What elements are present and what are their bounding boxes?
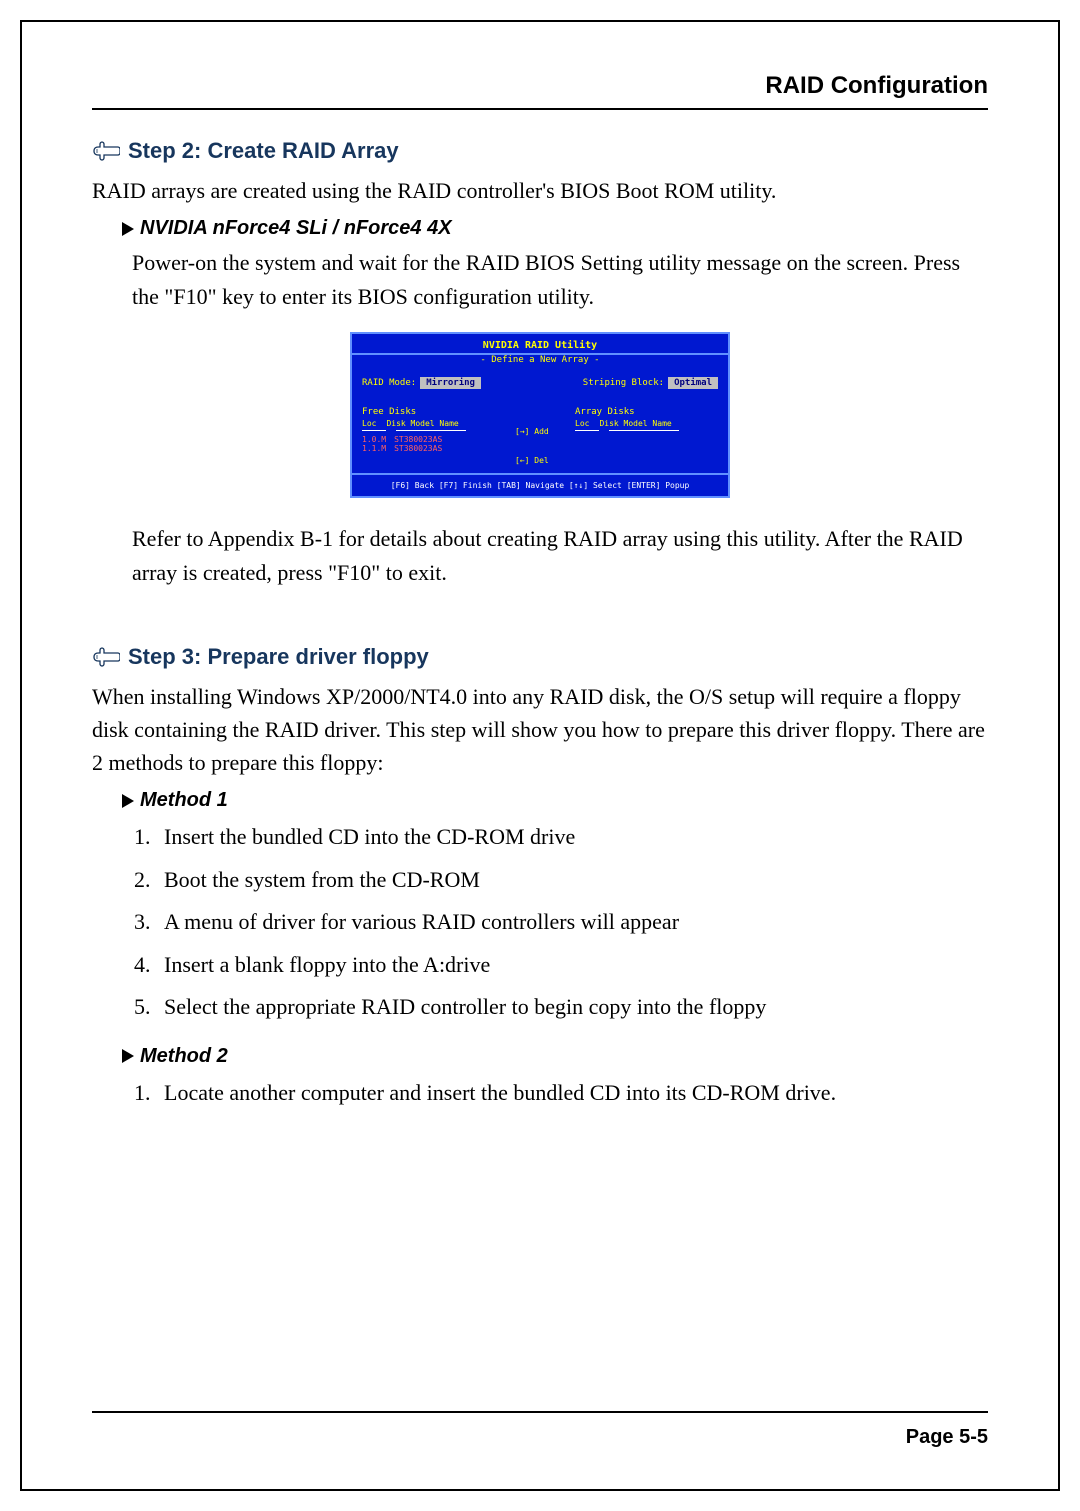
list-item: A menu of driver for various RAID contro… [156, 903, 988, 942]
bios-footer-keys: [F6] Back [F7] Finish [TAB] Navigate [↑↓… [352, 473, 728, 496]
step3-heading-text: Step 3: Prepare driver floppy [128, 644, 429, 670]
bios-disk-loc: 1.1.M [362, 444, 386, 453]
list-item: Boot the system from the CD-ROM [156, 861, 988, 900]
bios-panel: NVIDIA RAID Utility - Define a New Array… [350, 332, 730, 498]
page-title: RAID Configuration [92, 72, 988, 110]
bios-disk-row[interactable]: 1.1.M ST380023AS [362, 444, 505, 453]
bios-underline [575, 430, 599, 431]
bios-raid-mode-label: RAID Mode: [362, 378, 416, 388]
bios-striping-field: Striping Block: Optimal [583, 377, 718, 389]
step2-after-text: Refer to Appendix B-1 for details about … [132, 522, 988, 590]
step3-intro: When installing Windows XP/2000/NT4.0 in… [92, 680, 988, 779]
bios-top-row: RAID Mode: Mirroring Striping Block: Opt… [362, 377, 718, 389]
bios-center-buttons: [→] Add [←] Del [515, 407, 565, 465]
bios-free-disks-col: Free Disks Loc Disk Model Name 1.0.M ST3… [362, 407, 505, 453]
bios-striping-value[interactable]: Optimal [668, 377, 718, 389]
step2-sub-heading-text: NVIDIA nForce4 SLi / nForce4 4X [140, 217, 452, 240]
bios-raid-mode-value[interactable]: Mirroring [420, 377, 481, 389]
bios-underline [609, 430, 679, 431]
bios-array-disks-col: Array Disks Loc Disk Model Name [575, 407, 718, 435]
method2-list: Locate another computer and insert the b… [156, 1074, 988, 1113]
bios-title-bar: NVIDIA RAID Utility - Define a New Array… [352, 334, 728, 369]
bios-add-button[interactable]: [→] Add [515, 427, 565, 436]
bios-screenshot: NVIDIA RAID Utility - Define a New Array… [92, 332, 988, 498]
bios-subtitle: - Define a New Array - [352, 355, 728, 369]
page-number: Page 5-5 [906, 1426, 988, 1449]
footer-rule [92, 1411, 988, 1413]
method1-heading-text: Method 1 [140, 789, 228, 812]
bios-array-disks-header: Array Disks [575, 407, 718, 417]
bios-disk-model: ST380023AS [394, 435, 442, 444]
method1-list: Insert the bundled CD into the CD-ROM dr… [156, 818, 988, 1027]
step2-heading: Step 2: Create RAID Array [92, 138, 988, 164]
method2-heading-text: Method 2 [140, 1045, 228, 1068]
step2-sub-text: Power-on the system and wait for the RAI… [132, 246, 988, 314]
triangle-bullet-icon [122, 1049, 134, 1063]
bios-del-button[interactable]: [←] Del [515, 456, 565, 465]
bios-disk-model: ST380023AS [394, 444, 442, 453]
step3-heading: Step 3: Prepare driver floppy [92, 644, 988, 670]
step2-heading-text: Step 2: Create RAID Array [128, 138, 399, 164]
bios-underline [362, 430, 386, 431]
pointing-hand-icon [92, 141, 120, 161]
list-item: Insert a blank floppy into the A:drive [156, 946, 988, 985]
method1-heading: Method 1 [122, 789, 988, 812]
bios-body: RAID Mode: Mirroring Striping Block: Opt… [352, 369, 728, 473]
bios-array-disks-subheader: Loc Disk Model Name [575, 419, 718, 428]
bios-col-loc: Loc [575, 419, 589, 428]
triangle-bullet-icon [122, 222, 134, 236]
bios-disk-row[interactable]: 1.0.M ST380023AS [362, 435, 505, 444]
bios-striping-label: Striping Block: [583, 378, 664, 388]
bios-col-model: Disk Model Name [599, 419, 671, 428]
bios-columns: Free Disks Loc Disk Model Name 1.0.M ST3… [362, 407, 718, 465]
bios-disk-loc: 1.0.M [362, 435, 386, 444]
list-item: Locate another computer and insert the b… [156, 1074, 988, 1113]
bios-free-disks-subheader: Loc Disk Model Name [362, 419, 505, 428]
bios-raid-mode-field: RAID Mode: Mirroring [362, 377, 481, 389]
triangle-bullet-icon [122, 794, 134, 808]
bios-free-disks-header: Free Disks [362, 407, 505, 417]
page-frame: RAID Configuration Step 2: Create RAID A… [20, 20, 1060, 1491]
list-item: Select the appropriate RAID controller t… [156, 988, 988, 1027]
bios-underline [396, 430, 466, 431]
step2-intro: RAID arrays are created using the RAID c… [92, 174, 988, 207]
bios-col-model: Disk Model Name [386, 419, 458, 428]
list-item: Insert the bundled CD into the CD-ROM dr… [156, 818, 988, 857]
method2-heading: Method 2 [122, 1045, 988, 1068]
pointing-hand-icon [92, 647, 120, 667]
step2-sub-heading: NVIDIA nForce4 SLi / nForce4 4X [122, 217, 988, 240]
bios-col-loc: Loc [362, 419, 376, 428]
bios-title: NVIDIA RAID Utility [352, 334, 728, 355]
